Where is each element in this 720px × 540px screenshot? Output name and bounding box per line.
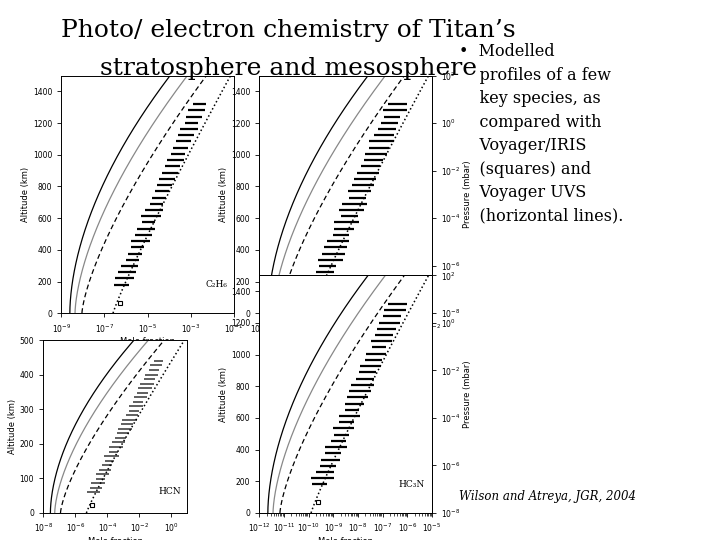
Text: •  Modelled
    profiles of a few
    key species, as
    compared with
    Voya: • Modelled profiles of a few key species… xyxy=(459,43,624,225)
Y-axis label: Pressure (mbar): Pressure (mbar) xyxy=(463,360,472,428)
Y-axis label: Pressure (mbar): Pressure (mbar) xyxy=(463,160,472,228)
Y-axis label: Altitude (km): Altitude (km) xyxy=(219,367,228,422)
Text: HC₃N: HC₃N xyxy=(399,480,425,489)
Text: C₂H₂: C₂H₂ xyxy=(403,280,425,289)
X-axis label: Mole fraction: Mole fraction xyxy=(318,537,373,540)
Text: Photo/ electron chemistry of Titan’s: Photo/ electron chemistry of Titan’s xyxy=(60,19,516,42)
Y-axis label: Altitude (km): Altitude (km) xyxy=(219,167,228,222)
Y-axis label: Altitude (km): Altitude (km) xyxy=(21,167,30,222)
X-axis label: Mole fraction: Mole fraction xyxy=(88,537,143,540)
Text: C₂H₆: C₂H₆ xyxy=(205,280,227,289)
Y-axis label: Altitude (km): Altitude (km) xyxy=(8,399,17,454)
Text: Wilson and Atreya, JGR, 2004: Wilson and Atreya, JGR, 2004 xyxy=(459,490,636,503)
Text: stratosphere and mesosphere: stratosphere and mesosphere xyxy=(99,57,477,80)
Text: HCN: HCN xyxy=(159,487,181,496)
X-axis label: Mole fraction: Mole fraction xyxy=(318,338,373,346)
X-axis label: Mole fraction: Mole fraction xyxy=(120,338,175,346)
